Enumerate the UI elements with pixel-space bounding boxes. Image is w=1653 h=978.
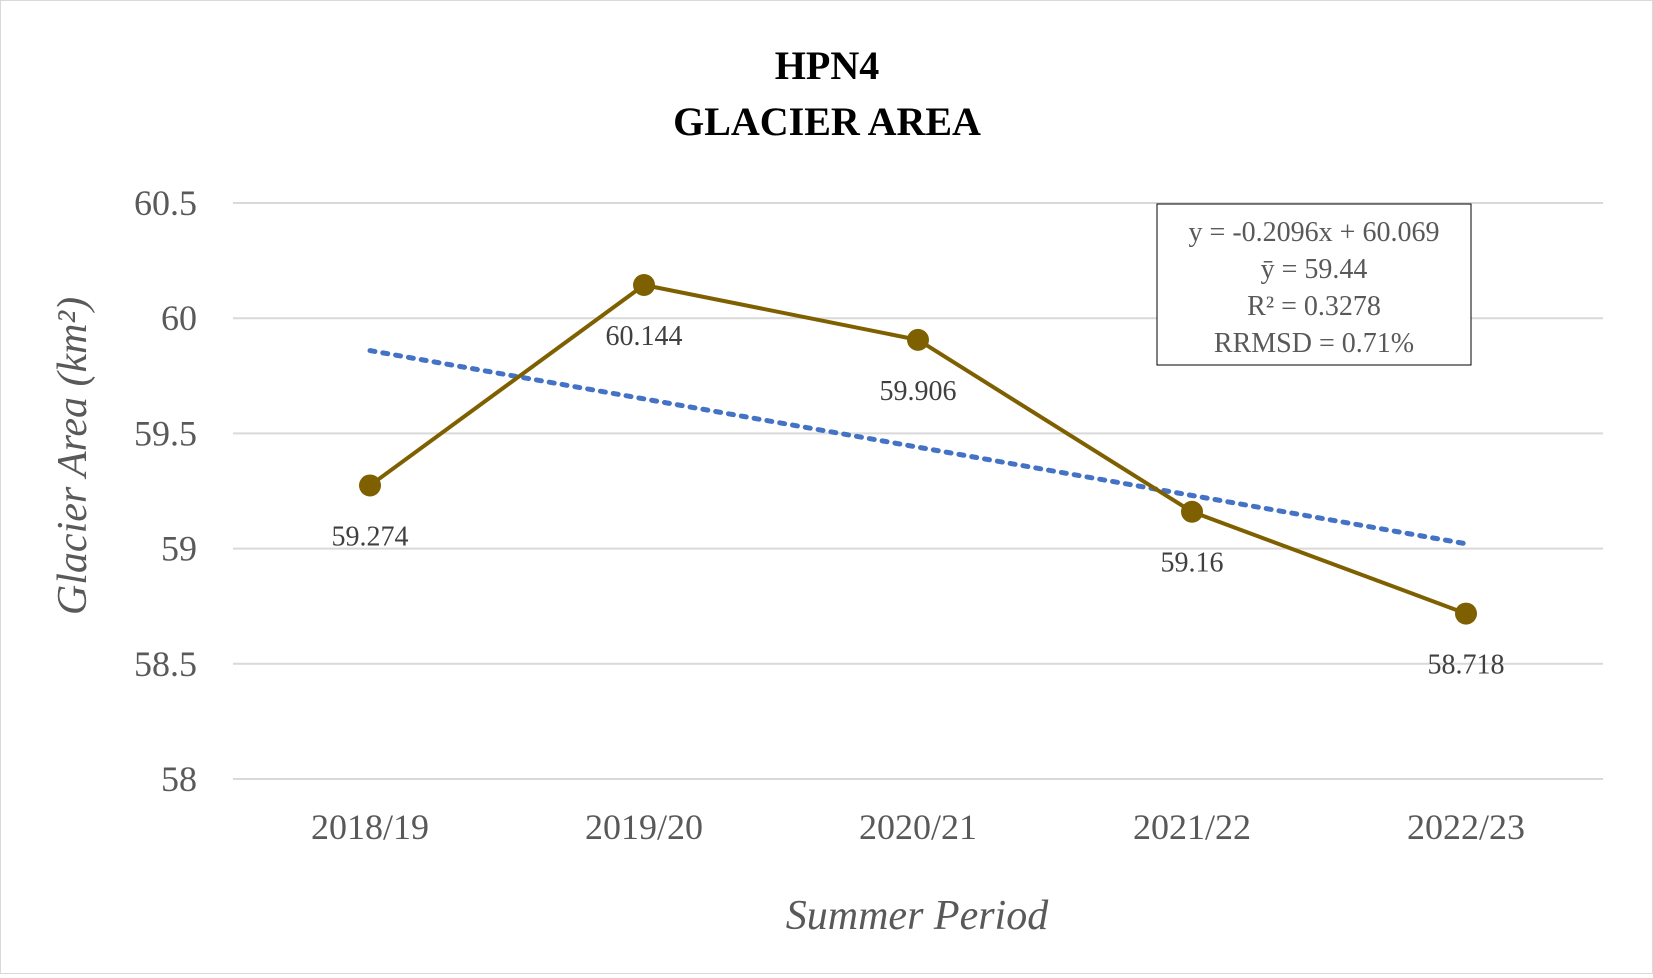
chart-title: HPN4 GLACIER AREA (673, 43, 981, 144)
x-tick-label: 2019/20 (585, 807, 703, 847)
x-tick-label: 2021/22 (1133, 807, 1251, 847)
y-tick-label: 59.5 (134, 413, 197, 453)
y-tick-label: 59 (161, 529, 197, 569)
data-point (1455, 602, 1477, 625)
data-label: 59.906 (880, 376, 957, 407)
data-point (1181, 500, 1203, 523)
trendline (367, 348, 1469, 547)
chart-title-line-2: GLACIER AREA (673, 99, 981, 144)
data-label: 60.144 (606, 321, 683, 352)
gridlines (233, 202, 1603, 780)
data-label: 59.16 (1161, 548, 1224, 579)
linear-trendline (367, 348, 1469, 547)
equation-line: R² = 0.3278 (1247, 291, 1381, 322)
y-tick-label: 60.5 (134, 183, 197, 223)
y-tick-label: 58 (161, 759, 197, 799)
data-label: 58.718 (1428, 650, 1505, 681)
x-tick-label: 2020/21 (859, 807, 977, 847)
y-tick-label: 58.5 (134, 644, 197, 684)
x-tick-label: 2022/23 (1407, 807, 1525, 847)
equation-line: ȳ = 59.44 (1261, 254, 1368, 285)
x-tick-label: 2018/19 (311, 807, 429, 847)
data-point (359, 474, 381, 497)
trendline-equation-box: y = -0.2096x + 60.069 ȳ = 59.44 R² = 0.327… (1156, 203, 1472, 366)
y-axis-title: Glacier Area (km²) (50, 297, 96, 615)
equation-box-border (1156, 203, 1472, 366)
equation-line: y = -0.2096x + 60.069 (1189, 217, 1440, 248)
data-point (907, 328, 929, 351)
y-tick-label: 60 (161, 298, 197, 338)
data-labels: 59.274 60.144 59.906 59.16 58.718 (332, 321, 1505, 681)
x-axis-tick-labels: 2018/19 2019/20 2020/21 2021/22 2022/23 (311, 807, 1525, 847)
x-axis-title: Summer Period (786, 893, 1049, 939)
data-series (359, 274, 1477, 625)
data-point (633, 274, 655, 297)
data-label: 59.274 (332, 521, 409, 552)
equation-line: RRMSD = 0.71% (1214, 328, 1414, 359)
chart-title-line-1: HPN4 (775, 43, 879, 88)
y-axis-tick-labels: 58 58.5 59 59.5 60 60.5 (134, 183, 197, 799)
